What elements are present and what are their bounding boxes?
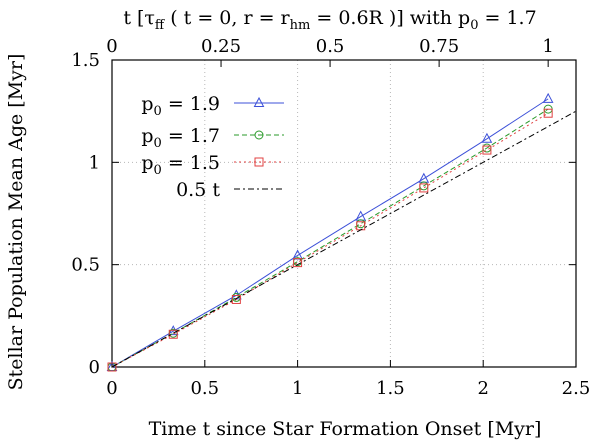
y-tick-label: 0.5 — [71, 255, 100, 276]
top-tick-label: 0 — [106, 36, 117, 57]
legend-label: p0 = 1.7 — [141, 125, 220, 151]
x-axis-title: Time t since Star Formation Onset [Myr] — [149, 418, 542, 440]
top-tick-label: 1 — [542, 36, 553, 57]
legend-label: p0 = 1.5 — [141, 152, 220, 178]
y-tick-label: 1 — [89, 152, 100, 173]
x-tick-label: 2.5 — [562, 378, 591, 399]
series-3 — [112, 111, 576, 367]
top-tick-label: 0.5 — [316, 36, 345, 57]
series-line — [112, 111, 576, 367]
x-tick-label: 2 — [477, 378, 488, 399]
x-tick-label: 1 — [292, 378, 303, 399]
legend: p0 = 1.9 p0 = 1.7p0 = 1.50.5 t — [141, 93, 284, 201]
data-point — [483, 146, 491, 154]
chart: 0 0.5 1 1.5 2 2.5 0 0.5 1 1.5 0 0.25 0.5 0.75 1 p0 = 1… — [0, 0, 600, 443]
y-axis-title: Stellar Population Mean Age [Myr] — [5, 54, 27, 391]
legend-label: p0 = 1.9 — [141, 93, 220, 119]
legend-label: 0.5 t — [176, 179, 220, 201]
data-point — [357, 220, 365, 228]
legend-marker — [255, 98, 264, 107]
top-axis-title: t [τff ( t = 0, r = rhm = 0.6R )] with p… — [123, 7, 536, 33]
x-tick-label: 1.5 — [376, 378, 405, 399]
top-tick-label: 0.25 — [201, 36, 241, 57]
x-tick-label: 0 — [106, 378, 117, 399]
top-tick-label: 0.75 — [419, 36, 459, 57]
tick-layer: 0 0.5 1 1.5 2 2.5 0 0.5 1 1.5 0 0.25 0.5 0.75 1 — [71, 36, 590, 399]
y-tick-label: 0 — [89, 357, 100, 378]
y-tick-label: 1.5 — [71, 50, 100, 71]
x-tick-label: 0.5 — [190, 378, 219, 399]
data-point — [420, 184, 428, 192]
